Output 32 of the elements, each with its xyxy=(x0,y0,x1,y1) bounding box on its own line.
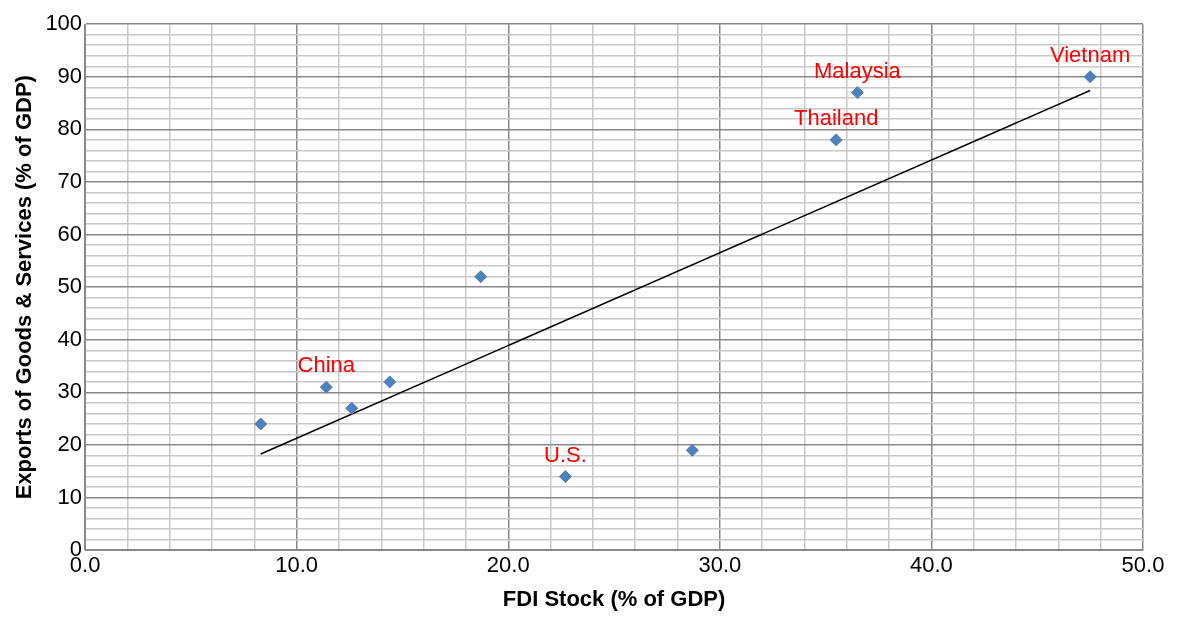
y-tick-label: 60 xyxy=(57,220,83,246)
annotation: China xyxy=(297,352,356,378)
x-tick-label: 40.0 xyxy=(910,552,953,578)
point xyxy=(383,375,397,389)
point xyxy=(850,86,864,100)
annotation: Vietnam xyxy=(1049,41,1131,67)
annotation: Thailand xyxy=(794,104,879,130)
y-tick-label: 40 xyxy=(57,325,83,351)
annotation: U.S. xyxy=(543,441,587,467)
y-tick-label: 80 xyxy=(57,115,83,141)
annotation: Malaysia xyxy=(813,57,902,83)
y-axis-title: Exports of Goods & Services (% of GDP) xyxy=(11,75,37,500)
x-tick-label: 20.0 xyxy=(486,552,530,578)
x-tick-label: 30.0 xyxy=(698,552,742,578)
y-tick-label: 70 xyxy=(57,168,83,194)
x-tick-label: 50.0 xyxy=(1121,552,1165,578)
y-tick-label: 50 xyxy=(57,273,83,299)
point xyxy=(474,270,488,284)
y-tick-label: 10 xyxy=(57,483,83,509)
point xyxy=(558,470,572,484)
point xyxy=(345,401,359,415)
y-tick-label: 30 xyxy=(57,378,83,404)
y-tick-label: 100 xyxy=(45,10,83,36)
x-tick-label: 10.0 xyxy=(275,552,319,578)
point xyxy=(254,417,268,431)
y-tick-label: 90 xyxy=(57,62,83,88)
point xyxy=(319,380,333,394)
point xyxy=(685,443,699,457)
x-axis-title: FDI Stock (% of GDP) xyxy=(502,585,726,611)
y-tick-label: 20 xyxy=(57,431,83,457)
point xyxy=(829,133,843,147)
point xyxy=(1083,70,1097,84)
